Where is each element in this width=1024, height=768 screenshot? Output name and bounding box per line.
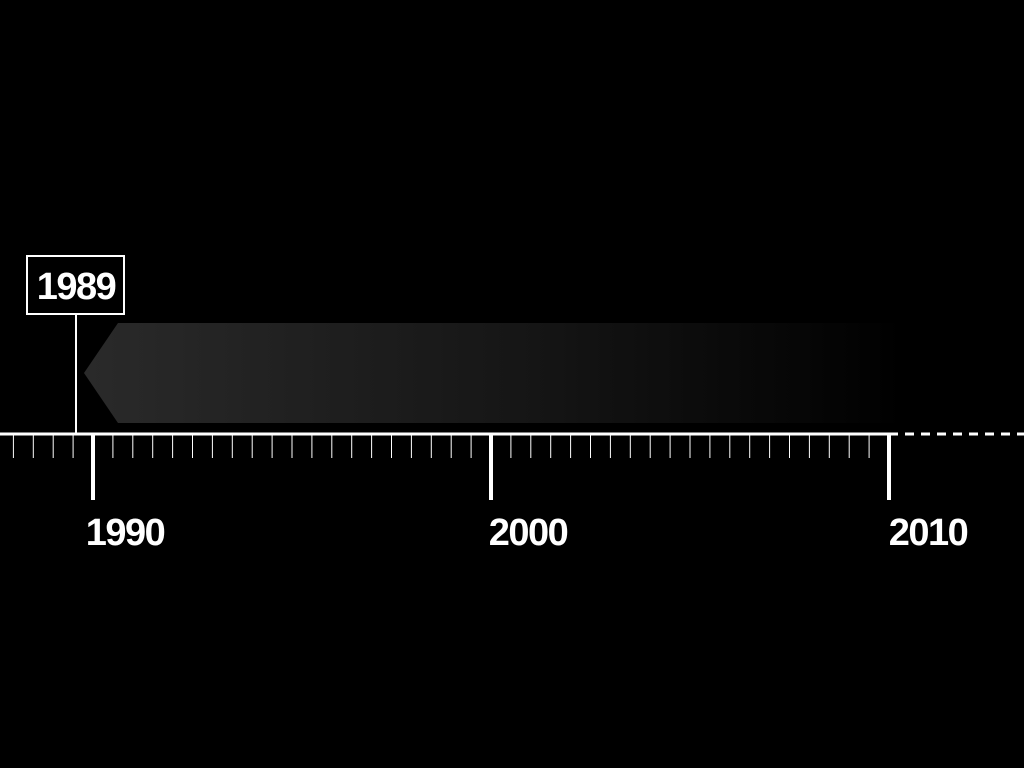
year-marker: 1989: [26, 255, 125, 434]
period-band-arrow: [84, 323, 905, 423]
year-marker-label: 1989: [37, 266, 116, 308]
year-marker-box: [26, 255, 125, 315]
minor-ticks: [12, 434, 870, 458]
year-label-1990: 1990: [86, 512, 165, 554]
year-label-2010: 2010: [889, 512, 968, 554]
year-label-2000: 2000: [489, 512, 568, 554]
major-ticks: [91, 434, 891, 500]
